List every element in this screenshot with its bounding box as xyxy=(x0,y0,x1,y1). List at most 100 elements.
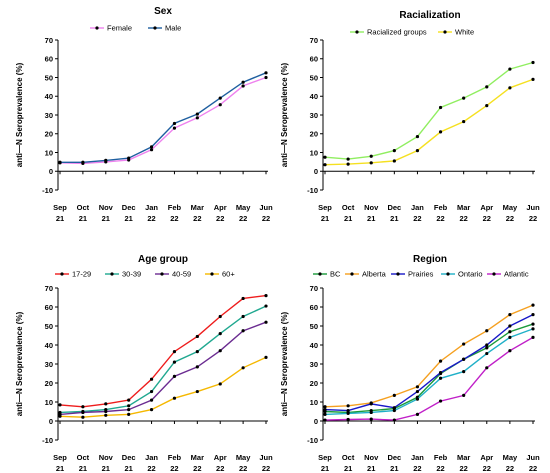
chart-panel-1: Racialization anti—N Seroprevalence (%) -1… xyxy=(280,10,540,223)
x-tick-label: Oct 21 xyxy=(77,203,90,223)
x-tick-label-year: 22 xyxy=(262,214,270,223)
x-tick-label-month: Sep xyxy=(53,203,67,212)
x-tick-label: Feb 22 xyxy=(168,203,182,223)
x-tick-label: May 22 xyxy=(236,203,251,223)
data-point xyxy=(241,366,245,370)
data-point xyxy=(415,397,420,401)
x-tick-label-year: 22 xyxy=(193,464,201,473)
x-tick-label-year: 22 xyxy=(483,464,491,473)
y-tick-label: 40 xyxy=(45,92,53,101)
x-tick-label-month: Oct xyxy=(77,203,90,212)
series-line-White xyxy=(324,78,534,166)
x-tick-label-month: Mar xyxy=(457,453,470,462)
data-point xyxy=(531,60,535,65)
data-point xyxy=(415,389,420,394)
x-tick-label-month: Mar xyxy=(191,203,204,212)
x-tick-label: Mar 22 xyxy=(457,453,470,473)
data-point xyxy=(58,414,62,418)
data-point xyxy=(241,314,245,319)
data-point xyxy=(369,161,373,165)
data-point xyxy=(127,398,131,402)
data-point xyxy=(218,382,222,386)
data-point xyxy=(149,145,154,149)
y-tick-label: 50 xyxy=(310,73,318,82)
x-tick-label: Feb 22 xyxy=(168,453,182,473)
y-tick-label: 50 xyxy=(45,322,53,331)
data-point xyxy=(172,396,177,400)
y-tick-label: 10 xyxy=(310,398,318,407)
data-point xyxy=(195,389,199,394)
x-tick-label: Jan 22 xyxy=(411,453,424,473)
x-tick-label: Oct 21 xyxy=(342,203,355,223)
data-point xyxy=(485,351,489,356)
x-tick-label-year: 22 xyxy=(216,214,224,223)
y-tick-label: 20 xyxy=(310,379,318,388)
x-tick-label: Oct 21 xyxy=(77,453,90,473)
x-tick-label: Nov 21 xyxy=(99,203,114,223)
data-point xyxy=(415,385,420,389)
x-tick-label-year: 21 xyxy=(344,464,352,473)
y-tick-label: 70 xyxy=(45,284,53,293)
x-tick-label-year: 22 xyxy=(216,464,224,473)
data-point xyxy=(462,96,466,100)
x-tick-label-month: Feb xyxy=(168,203,182,212)
data-point xyxy=(264,320,268,324)
x-tick-label-month: Apr xyxy=(480,203,493,212)
x-tick-label-month: Nov xyxy=(364,453,379,462)
data-point xyxy=(218,332,222,336)
y-tick-label: 60 xyxy=(310,55,318,64)
data-point xyxy=(81,405,85,409)
data-point xyxy=(172,126,177,130)
data-point xyxy=(323,408,327,412)
data-point xyxy=(172,121,177,126)
legend-label: Atlantic xyxy=(504,270,529,279)
data-point xyxy=(241,296,245,301)
x-tick-label-month: Jun xyxy=(259,453,273,462)
x-tick-label-year: 22 xyxy=(459,464,467,473)
x-tick-label-year: 21 xyxy=(102,214,110,223)
data-point xyxy=(127,404,131,408)
data-point xyxy=(264,75,268,80)
data-point xyxy=(195,365,199,369)
x-tick-label: Mar 22 xyxy=(191,453,204,473)
y-axis-label: anti—N Seroprevalence (%) xyxy=(280,62,289,167)
data-point xyxy=(218,314,222,319)
x-tick-label-month: Jan xyxy=(411,453,424,462)
y-tick-label: 0 xyxy=(314,417,318,426)
data-point xyxy=(369,154,373,158)
x-tick-label: Jan 22 xyxy=(145,203,158,223)
x-tick-label-month: Nov xyxy=(99,203,114,212)
y-tick-label: 50 xyxy=(45,73,53,82)
x-tick-label-year: 22 xyxy=(459,214,467,223)
x-tick-label-month: Dec xyxy=(122,203,136,212)
x-tick-label-month: Sep xyxy=(318,203,332,212)
x-tick-label-year: 21 xyxy=(124,464,132,473)
data-point xyxy=(508,335,512,339)
data-point xyxy=(531,313,535,317)
y-tick-label: 0 xyxy=(49,167,53,176)
legend-label: 30-39 xyxy=(122,270,141,279)
x-tick-label-month: Mar xyxy=(457,203,470,212)
data-point xyxy=(392,418,396,422)
chart-panel-3: Region anti—N Seroprevalence (%) -10 0 10 20 3… xyxy=(280,254,540,473)
x-tick-label-year: 22 xyxy=(170,464,178,473)
data-point xyxy=(438,105,443,110)
x-tick-label-month: Nov xyxy=(99,453,114,462)
x-tick-label-year: 22 xyxy=(529,214,537,223)
data-point xyxy=(127,412,131,416)
data-point xyxy=(438,359,443,363)
data-point xyxy=(531,77,535,81)
y-tick-label: 10 xyxy=(45,148,53,157)
x-tick-label: Mar 22 xyxy=(457,203,470,223)
y-tick-label: 30 xyxy=(45,111,53,120)
legend-label: 17-29 xyxy=(72,270,91,279)
chart-title: Age group xyxy=(138,254,188,265)
x-tick-label-year: 22 xyxy=(147,464,155,473)
legend-label: Prairies xyxy=(408,270,434,279)
x-tick-label-year: 21 xyxy=(390,464,398,473)
y-tick-label: 30 xyxy=(45,360,53,369)
data-point xyxy=(264,355,268,359)
data-point xyxy=(323,418,327,422)
x-tick-label: Dec 21 xyxy=(387,203,401,223)
data-point xyxy=(104,413,108,417)
